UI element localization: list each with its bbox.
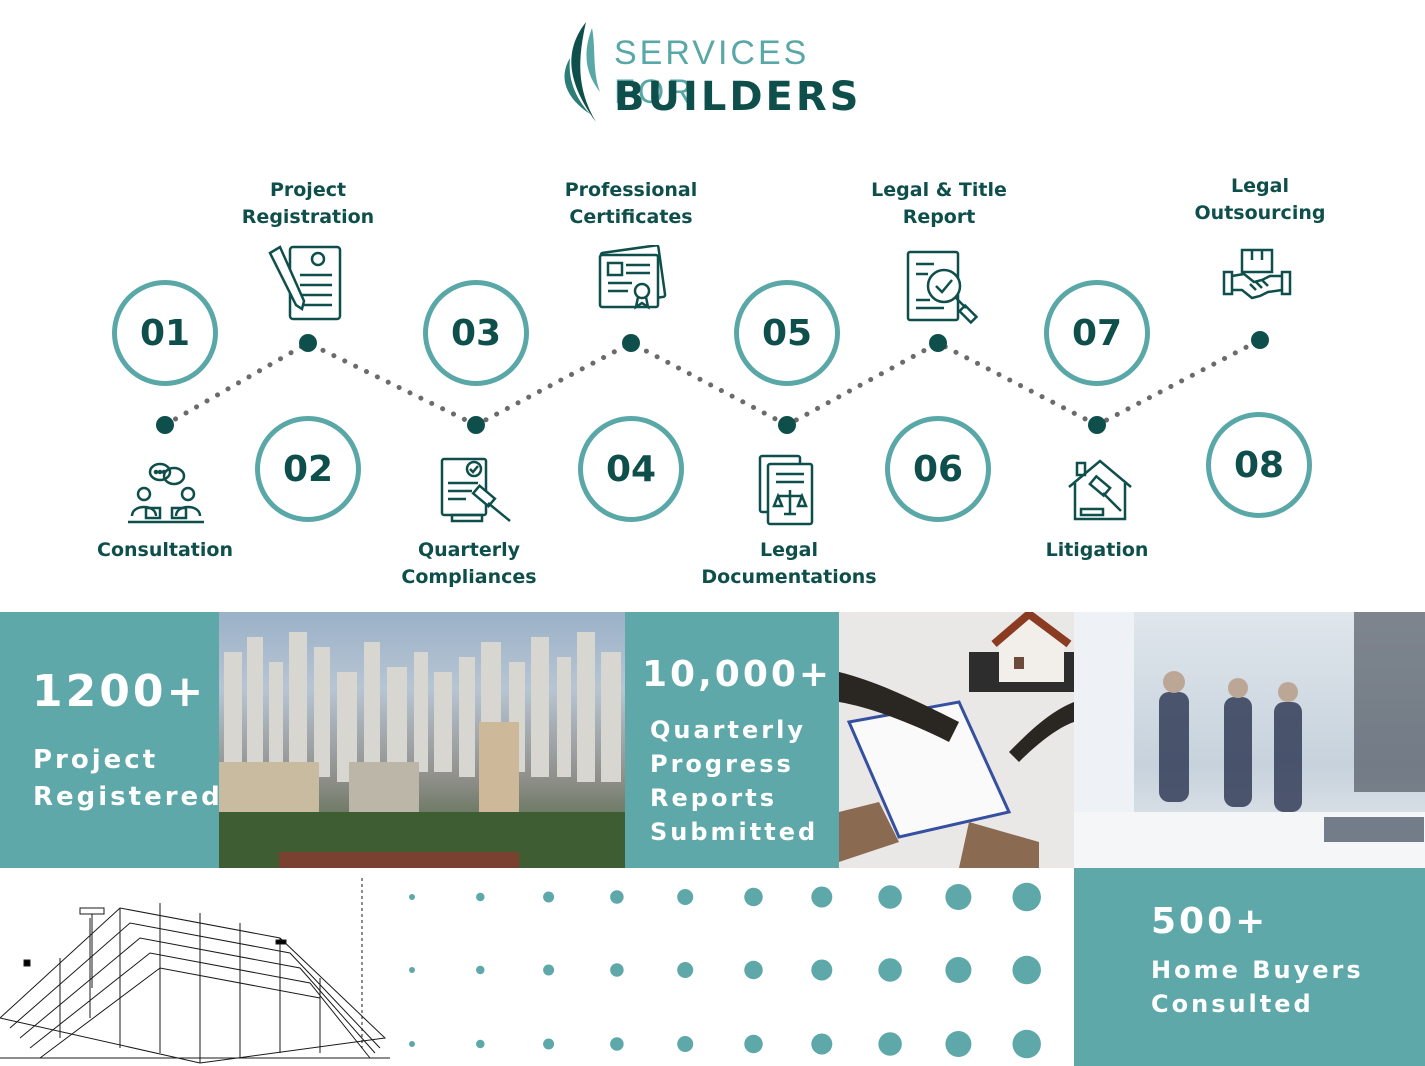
step-02-circle: 02 — [255, 416, 361, 522]
certificate-icon — [598, 245, 667, 310]
timeline-dot — [778, 416, 796, 434]
grid-dot — [878, 885, 902, 909]
grid-dot — [610, 963, 624, 977]
stat-reports-value: 10,000+ — [642, 654, 833, 695]
grid-dot — [945, 884, 972, 910]
stat-projects-value: 1200+ — [32, 666, 207, 717]
timeline-dot — [467, 416, 485, 434]
grid-dot — [811, 886, 833, 908]
step-02-label: Project Registration — [241, 179, 375, 228]
legal-documents-icon — [758, 454, 814, 526]
grid-dot — [744, 960, 763, 980]
timeline-dot — [156, 416, 174, 434]
building-sketch-illustration — [0, 878, 390, 1064]
step-01-circle: 01 — [112, 280, 218, 386]
step-06-circle: 06 — [885, 416, 991, 522]
grid-dot — [543, 964, 555, 976]
grid-dot — [744, 887, 763, 907]
grid-dot — [677, 1036, 694, 1052]
step-07-label: Litigation — [1045, 539, 1149, 561]
grid-dot — [677, 889, 694, 905]
timeline-dot — [299, 334, 317, 352]
step-05-circle: 05 — [734, 280, 840, 386]
grid-dot — [744, 1034, 763, 1054]
step-04-circle: 04 — [578, 416, 684, 522]
stat-homebuyers-desc: Home Buyers Consulted — [1151, 956, 1364, 1018]
grid-dot — [543, 1038, 555, 1050]
stat-panel-homebuyers — [1074, 868, 1425, 1066]
grid-dot — [1012, 955, 1041, 985]
grid-dot — [677, 962, 694, 978]
grid-dot — [409, 894, 415, 900]
timeline-dot — [1251, 331, 1269, 349]
stat-panel-projects — [0, 612, 219, 868]
grid-dot — [409, 1041, 415, 1047]
step-01-label: Consultation — [97, 539, 233, 561]
city-skyline-photo — [219, 612, 625, 868]
house-gavel-icon — [1068, 459, 1132, 521]
step-08-label: Legal Outsourcing — [1194, 175, 1326, 224]
grid-dot — [476, 892, 485, 902]
stat-projects-desc: Project Registered — [33, 745, 223, 812]
grid-dot — [878, 958, 902, 982]
logo-line2: BUILDERS — [614, 74, 862, 120]
grid-dot — [811, 959, 833, 981]
step-05-label: Legal Documentations — [701, 539, 877, 588]
grid-dot — [811, 1033, 833, 1055]
grid-dot — [610, 890, 624, 904]
step-07-circle: 07 — [1044, 280, 1150, 386]
timeline-dot — [1088, 416, 1106, 434]
dot-grid-decoration — [409, 882, 1041, 1059]
stat-homebuyers-value: 500+ — [1151, 901, 1269, 942]
consultation-icon — [128, 462, 204, 524]
grid-dot — [610, 1037, 624, 1051]
timeline-dot — [622, 334, 640, 352]
step-08-circle: 08 — [1206, 412, 1312, 518]
timeline-connector — [162, 337, 1263, 428]
report-search-icon — [906, 250, 979, 325]
step-04-label: Professional Certificates — [564, 179, 698, 228]
grid-dot — [476, 1039, 485, 1049]
grid-dot — [945, 957, 972, 983]
timeline-dot — [929, 334, 947, 352]
logo: SERVICES FOR BUILDERS — [556, 18, 896, 128]
logo-line1: SERVICES FOR — [614, 34, 810, 111]
stat-reports-desc: Quarterly Progress Reports Submitted — [650, 716, 819, 846]
document-pen-icon — [268, 245, 342, 321]
contract-signing-photo — [839, 612, 1074, 868]
grid-dot — [1012, 882, 1041, 912]
step-03-label: Quarterly Compliances — [401, 539, 537, 588]
grid-dot — [476, 965, 485, 975]
leaf-logo-icon — [564, 22, 600, 122]
step-06-label: Legal & Title Report — [871, 179, 1007, 228]
grid-dot — [945, 1031, 972, 1057]
handshake-icon — [1222, 248, 1292, 300]
business-meeting-photo — [1074, 612, 1425, 868]
grid-dot — [409, 967, 415, 973]
step-03-circle: 03 — [423, 280, 529, 386]
grid-dot — [543, 891, 555, 903]
gavel-document-icon — [440, 457, 511, 523]
grid-dot — [878, 1032, 902, 1056]
stat-panel-reports — [625, 612, 839, 868]
grid-dot — [1012, 1029, 1041, 1059]
